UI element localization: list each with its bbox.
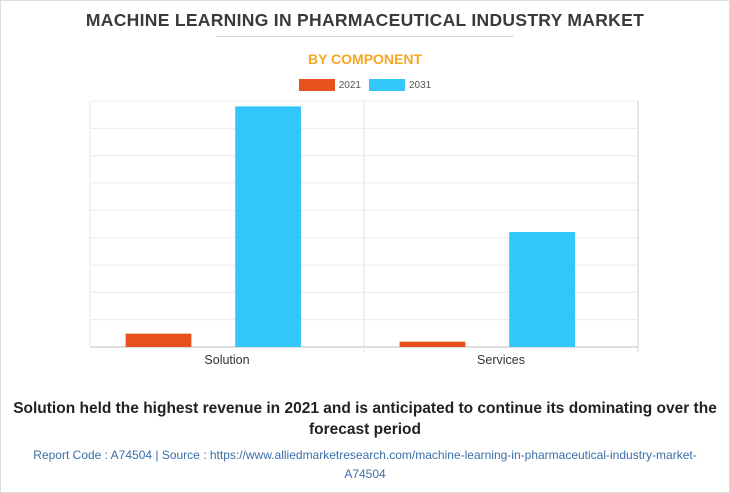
legend-swatch-2031 [369, 79, 405, 91]
legend-item-2021[interactable]: 2021 [298, 79, 361, 91]
x-tick-label-solution: Solution [204, 353, 249, 367]
bar-solution-2021 [125, 333, 192, 347]
title-divider [216, 36, 514, 37]
bar-services-2031 [509, 232, 575, 347]
legend-label-2031: 2031 [409, 79, 432, 91]
legend: 2021 2031 [0, 79, 730, 91]
chart-title: MACHINE LEARNING IN PHARMACEUTICAL INDUS… [85, 10, 645, 30]
bar-solution-2031 [235, 106, 301, 347]
legend-swatch-2021 [298, 79, 335, 91]
legend-label-2021: 2021 [338, 79, 361, 91]
chart-subtitle: BY COMPONENT [307, 51, 423, 67]
source-line[interactable]: Report Code : A74504 | Source : https://… [33, 448, 697, 481]
bar-services-2021 [399, 341, 466, 347]
legend-item-2031[interactable]: 2031 [369, 79, 431, 91]
x-tick-label-services: Services [477, 353, 525, 367]
chart-caption: Solution held the highest revenue in 202… [13, 400, 717, 438]
